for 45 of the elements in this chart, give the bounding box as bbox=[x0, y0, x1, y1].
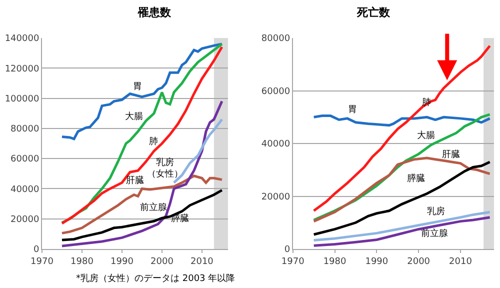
y-tick-label: 100000 bbox=[4, 94, 40, 104]
series-label: 肝臓 bbox=[126, 175, 144, 186]
series-label: 乳房 bbox=[427, 206, 445, 217]
y-tick-label: 80000 bbox=[261, 34, 290, 44]
series-label: 大腸 bbox=[125, 111, 143, 122]
line-series bbox=[172, 118, 224, 184]
x-tick-label: 2010 bbox=[449, 256, 472, 267]
series-label: 胃 bbox=[348, 105, 357, 115]
series-label: 前立腺 bbox=[140, 202, 167, 213]
series-label: 肺 bbox=[149, 136, 158, 147]
y-tick-label: 0 bbox=[33, 245, 40, 256]
x-tick-label: 2000 bbox=[407, 256, 430, 267]
y-tick-label: 0 bbox=[284, 245, 290, 256]
x-tick-label: 1990 bbox=[110, 256, 134, 267]
series-label: 肝臓 bbox=[442, 149, 460, 160]
line-series bbox=[312, 156, 492, 223]
x-tick-label: 1990 bbox=[365, 256, 388, 267]
y-tick-label: 120000 bbox=[4, 64, 40, 74]
series-label: 膵臓 bbox=[407, 173, 425, 184]
chart-title: 罹患数 bbox=[137, 6, 172, 19]
text: *乳房（女性）のデータは 2003 年以降 bbox=[76, 273, 236, 284]
y-tick-label: 80000 bbox=[10, 124, 40, 135]
y-tick-label: 140000 bbox=[4, 34, 40, 44]
series-label: 胃 bbox=[133, 82, 142, 92]
series-label: 前立腺 bbox=[421, 228, 448, 239]
line-series bbox=[312, 160, 492, 236]
y-tick-label: 40000 bbox=[261, 140, 290, 150]
line-series bbox=[312, 114, 492, 127]
line-series bbox=[60, 100, 224, 248]
line-series bbox=[312, 216, 492, 247]
chart-title: 死亡数 bbox=[356, 6, 391, 19]
line-series bbox=[60, 188, 224, 242]
x-tick-label: 1970 bbox=[281, 256, 305, 267]
x-tick-label: 2000 bbox=[150, 256, 174, 267]
x-tick-label: 1980 bbox=[70, 256, 94, 267]
series-label: 乳房（女性） bbox=[147, 157, 183, 180]
y-tick-label: 60000 bbox=[10, 154, 40, 165]
x-tick-label: 2010 bbox=[190, 256, 214, 267]
series-label: 大腸 bbox=[417, 130, 435, 141]
x-tick-label: 1980 bbox=[323, 256, 347, 267]
y-tick-label: 60000 bbox=[261, 86, 290, 97]
y-tick-label: 20000 bbox=[10, 215, 40, 226]
y-tick-label: 40000 bbox=[10, 184, 40, 195]
y-tick-label: 20000 bbox=[261, 192, 290, 202]
x-tick-label: 1970 bbox=[30, 256, 54, 267]
